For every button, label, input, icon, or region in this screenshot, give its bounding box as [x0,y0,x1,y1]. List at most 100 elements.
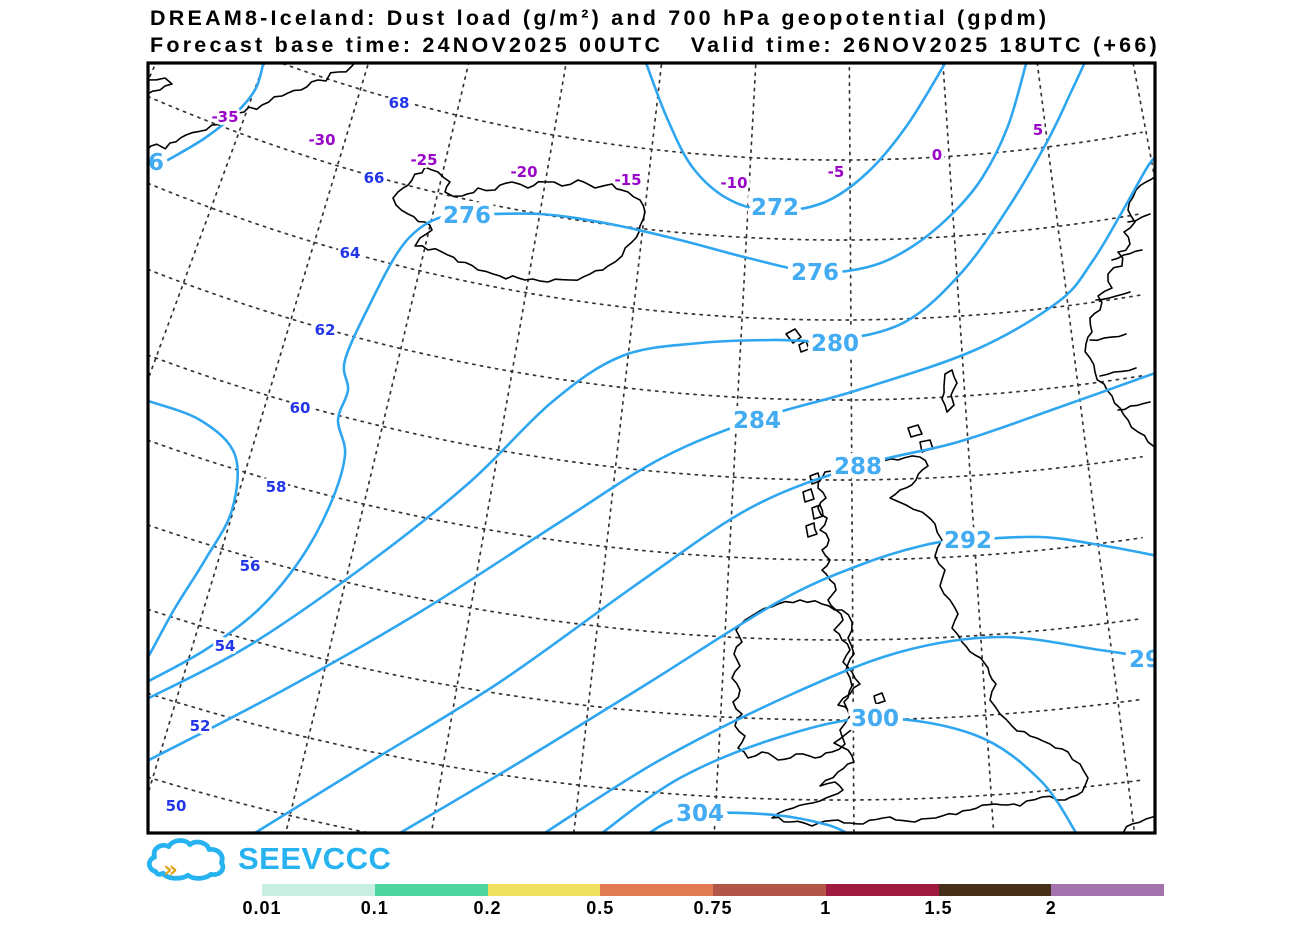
geopotential-contours [148,63,1155,833]
geopotential-label-300: 300 [851,706,899,732]
colorbar-tick-0.1: 0.1 [360,898,389,918]
contour-276-main [148,63,1028,683]
meridian--40E [148,63,157,83]
map-border [146,61,1157,835]
colorbar-segment-0.2 [487,884,601,896]
colorbar-tick-0.01: 0.01 [242,898,282,918]
meridian--35E [148,63,266,382]
norway-fjord [1117,401,1151,411]
graticule-grid [148,63,1155,833]
latitude-label-64: 64 [340,244,361,262]
norway-fjord [1099,367,1137,377]
latitude-label-54: 54 [215,637,236,655]
title-line-1: DREAM8-Iceland: Dust load (g/m²) and 700… [150,6,1050,30]
meridian--10E [713,63,757,833]
parallel-50N [148,776,374,833]
colorbar-tick-1: 1 [820,898,832,918]
longitude-label--5: -5 [828,163,845,181]
colorbar-segment-0.01 [262,884,375,896]
latitude-label-52: 52 [190,717,211,735]
longitude-label-0: 0 [932,146,942,164]
parallel-54N [148,608,1143,721]
longitude-label--20: -20 [510,163,537,181]
geopotential-label-276: 6 [148,150,164,176]
geopotential-label-276: 276 [443,203,491,229]
contour-304 [647,811,850,833]
norway-fjord [1127,213,1151,223]
parallel-60N [148,354,1143,481]
norway-fjord [1095,291,1131,301]
latitude-label-62: 62 [315,321,336,339]
seevccc-logo: » SEEVCCC [146,836,391,882]
longitude-label--30: -30 [308,131,335,149]
parallel-64N [148,182,1143,321]
colorbar-tick-1.5: 1.5 [924,898,953,918]
latitude-label-58: 58 [266,478,287,496]
chart-title: DREAM8-Iceland: Dust load (g/m²) and 700… [150,5,1160,59]
contour-288 [252,371,1155,833]
latitude-label-60: 60 [290,399,311,417]
contour-276-greenland [166,63,265,162]
meridian--20E [430,63,568,833]
latitude-label-66: 66 [364,169,385,187]
geopotential-label-296: 29 [1129,647,1161,673]
hebrides-islands [802,488,815,503]
longitude-label-5: 5 [1033,121,1043,139]
geopotential-label-288: 288 [834,454,882,480]
logo-arrow-icon: » [163,857,178,882]
colorbar-segment-2 [1051,884,1164,896]
dust-load-colorbar [262,884,1164,896]
colorbar-tick-0.5: 0.5 [586,898,615,918]
geopotential-label-292: 292 [944,528,992,554]
great-britain-coast [771,455,1089,827]
colorbar-segment-1.5 [938,884,1052,896]
greenland-coast [148,63,356,151]
longitude-label--35: -35 [211,108,238,126]
shetland-islands [941,369,958,413]
parallel-66N [148,95,1143,241]
title-line-2: Forecast base time: 24NOV2025 00UTC Vali… [150,33,1160,57]
seevccc-cloud-icon: » [146,838,226,882]
parallel-58N [148,439,1143,561]
latitude-label-68: 68 [389,94,410,112]
parallel-62N [148,268,1143,401]
ireland-coast [731,599,855,761]
greenland-islet [148,77,173,95]
parallel-68N [278,63,1143,161]
latitude-label-50: 50 [166,797,187,815]
geopotential-label-304: 304 [676,801,724,827]
contour-296 [542,635,1155,833]
meridian--30E [148,63,370,797]
contour-272-west-lobe [148,399,240,660]
isle-of-man [873,692,886,705]
parallel-52N [148,692,1143,801]
geopotential-label-276: 276 [791,260,839,286]
geopotential-label-284: 284 [733,408,781,434]
contour-292 [397,535,1155,833]
contour-272-trough [644,63,947,213]
longitude-label--15: -15 [614,171,641,189]
colorbar-tick-2: 2 [1045,898,1057,918]
longitude-label--10: -10 [720,174,747,192]
colorbar-segment-0.75 [713,884,826,896]
colorbar-segment-0.1 [374,884,488,896]
colorbar-tick-0.2: 0.2 [473,898,502,918]
iceland-coast [392,166,646,283]
geopotential-label-272: 272 [751,195,799,221]
hebrides-islands [811,504,824,520]
seevccc-logo-text: SEEVCCC [238,841,392,876]
hebrides-islands [805,522,818,538]
map-labels: 6 272 276 276 280 284 288 292 29 300 304 68 66 64 62 60… [148,91,1161,832]
latitude-label-56: 56 [240,557,261,575]
coastlines [148,63,1155,833]
map-interior: 6 272 276 276 280 284 288 292 29 300 304 68 66 64 62 60… [148,63,1161,833]
contour-284 [148,155,1155,762]
meridian-5E [1036,63,1136,833]
parallel-56N [148,524,1143,641]
norway-fjord [1111,249,1143,261]
faroe-islands [798,340,810,353]
contour-280 [148,63,1087,700]
geopotential-label-280: 280 [811,331,859,357]
